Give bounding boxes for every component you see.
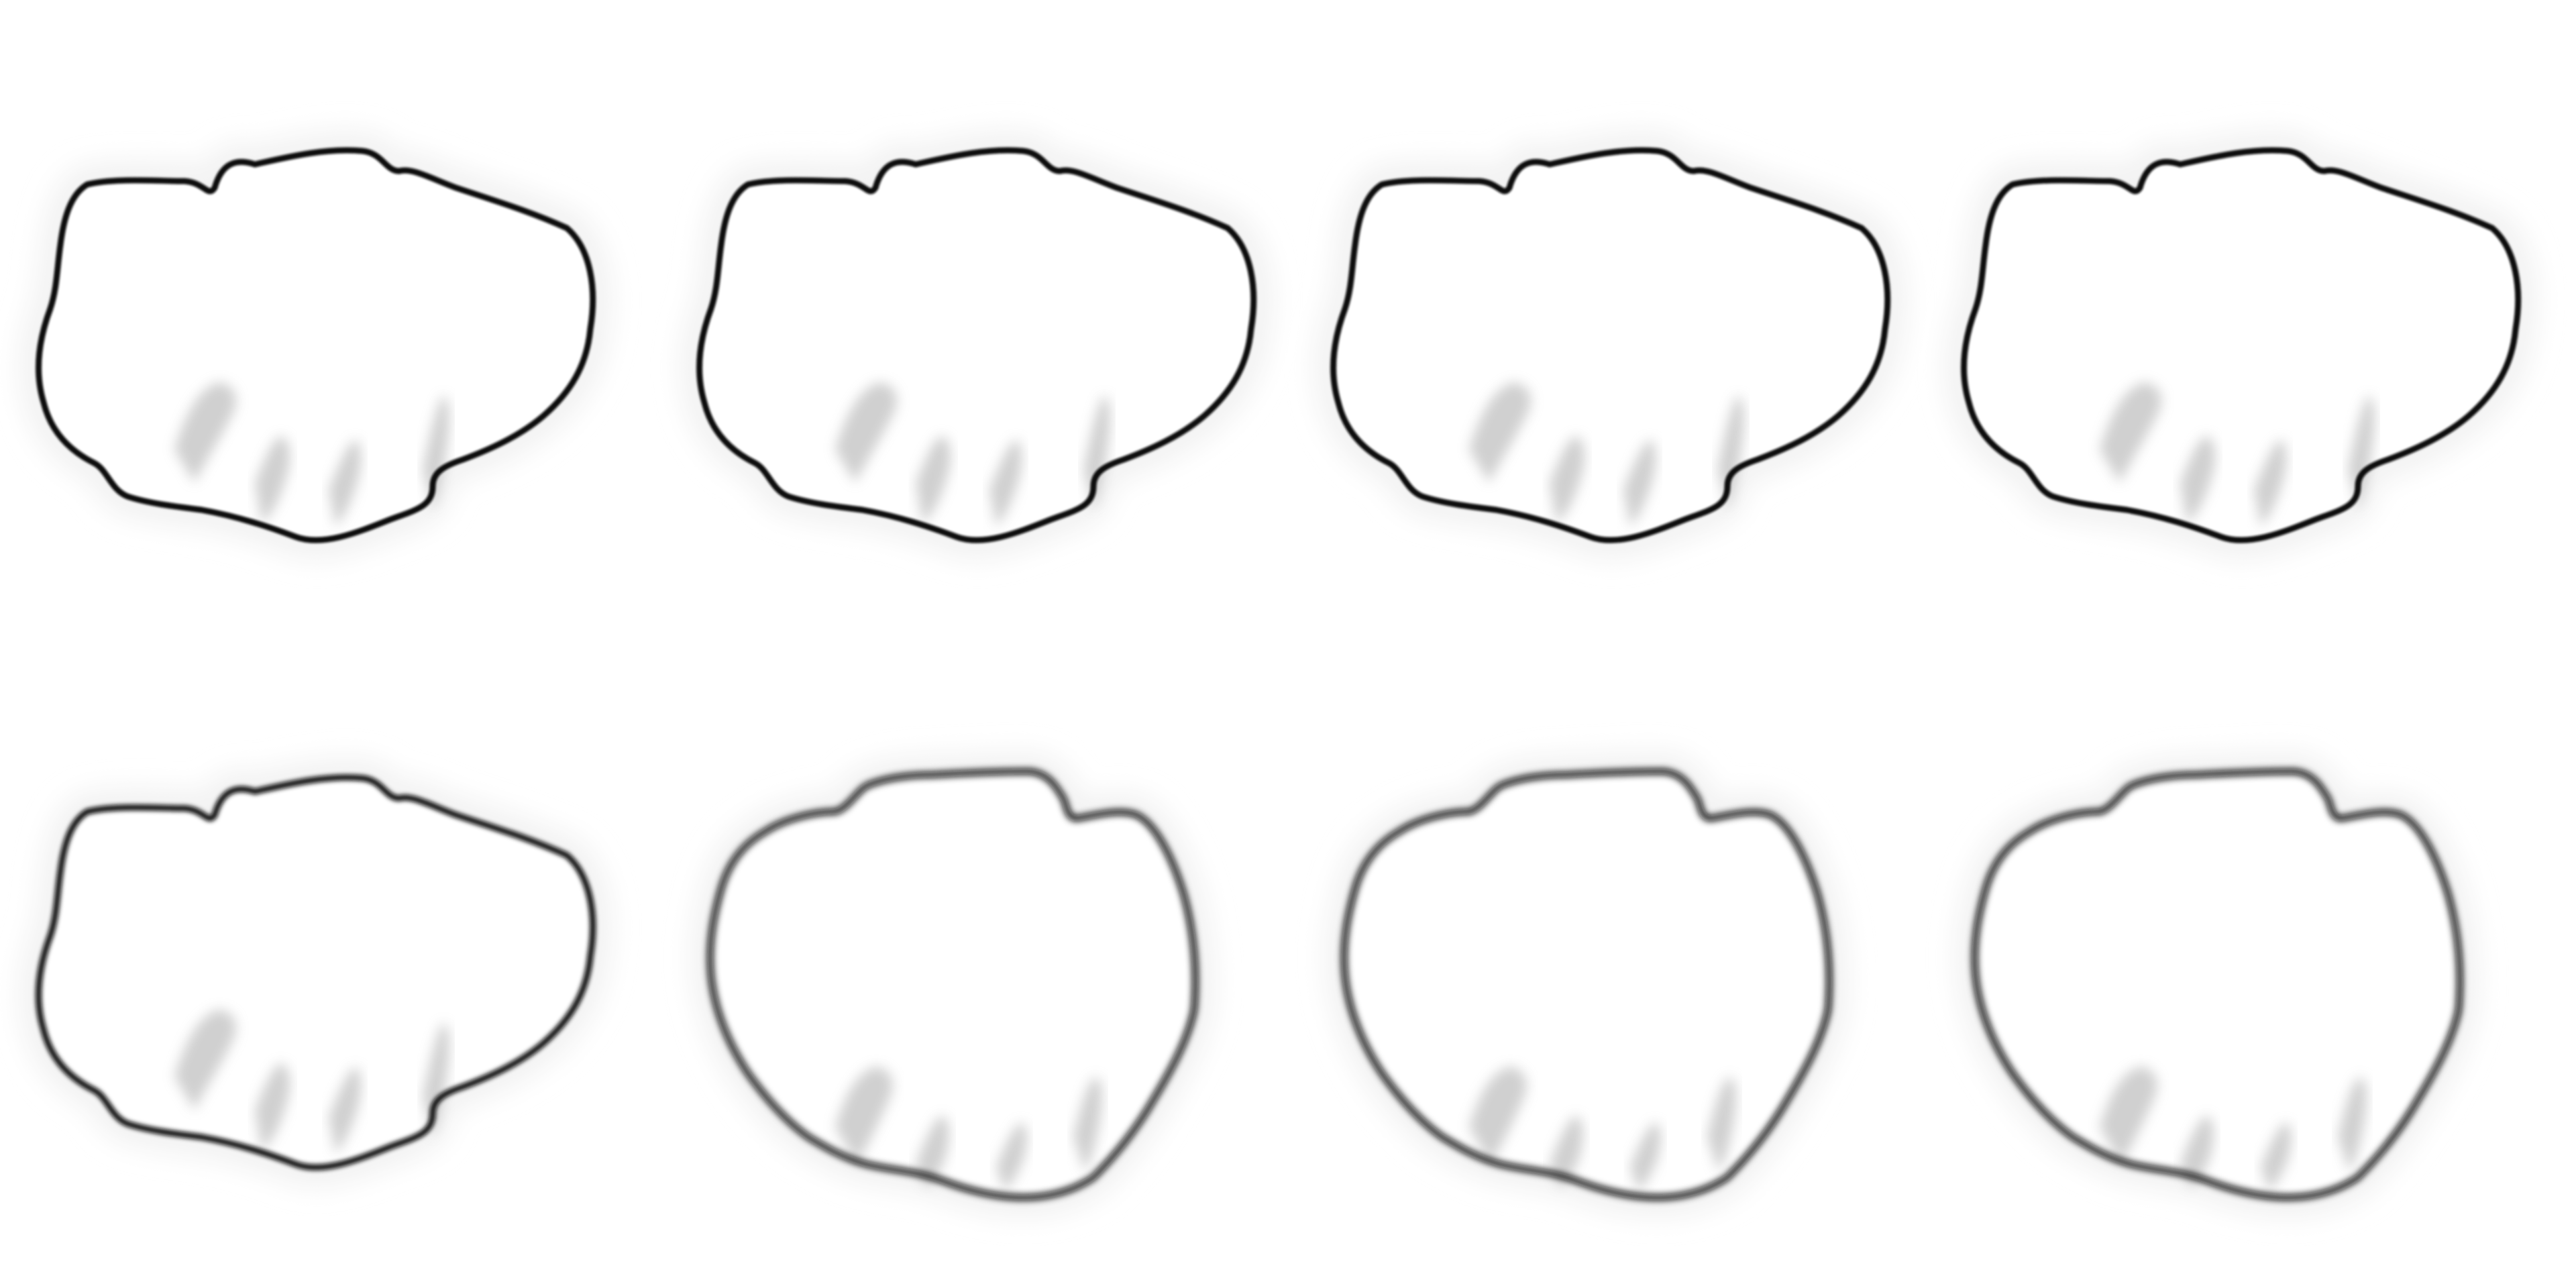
fold-shading-2 [1550, 436, 1585, 523]
fold-shading-2 [916, 1116, 949, 1187]
contour-outline [1330, 147, 1891, 543]
contour-panel-r2-c3 [1324, 751, 1849, 1218]
fold-shading-3 [989, 439, 1022, 527]
fold-shading-1 [174, 382, 237, 483]
fold-shading-2 [2180, 436, 2216, 523]
fold-shading-2 [2180, 1116, 2214, 1187]
fold-shading-1 [2100, 1067, 2157, 1164]
contour-outline [707, 768, 1199, 1201]
contour-panel-r1-c1 [18, 130, 613, 561]
contour-panel-r2-c2 [690, 751, 1216, 1218]
fold-shading-4 [423, 396, 449, 510]
fold-shading-1 [1469, 1067, 1527, 1164]
contour-panel-r1-c2 [679, 130, 1274, 561]
fold-shading-3 [996, 1122, 1027, 1191]
region-fill [1974, 771, 2460, 1197]
region-fill [710, 771, 1195, 1197]
contour-outline [36, 774, 596, 1171]
fold-shading-2 [255, 436, 290, 523]
fold-shading-1 [835, 1067, 893, 1164]
fold-shading-3 [1623, 439, 1656, 527]
fold-shading-3 [2261, 1122, 2292, 1191]
contour-panel-r2-c1 [18, 757, 613, 1188]
contour-outline [696, 147, 1257, 543]
fold-shading-1 [2100, 382, 2162, 483]
fold-shading-4 [2348, 396, 2375, 510]
contour-outline [1972, 768, 2463, 1201]
fold-shading-4 [1707, 1077, 1736, 1172]
fold-shading-4 [423, 1023, 449, 1137]
fold-shading-3 [329, 1067, 362, 1154]
fold-shading-4 [1083, 396, 1110, 510]
fold-shading-4 [1717, 396, 1744, 510]
fold-shading-2 [1550, 1116, 1583, 1187]
contour-outline [36, 147, 596, 543]
fold-shading-1 [1469, 382, 1532, 483]
region-fill [1344, 771, 1829, 1197]
fold-shading-3 [1630, 1122, 1661, 1191]
fold-shading-4 [2338, 1077, 2367, 1172]
contour-panel-r1-c3 [1313, 130, 1908, 561]
fold-shading-4 [1073, 1077, 1102, 1172]
fold-shading-1 [174, 1010, 237, 1110]
fold-shading-2 [255, 1063, 290, 1150]
contour-panel-r2-c4 [1954, 751, 2480, 1218]
fold-shading-3 [329, 439, 362, 527]
fold-shading-1 [835, 382, 898, 483]
contour-panel-r1-c4 [1943, 130, 2538, 561]
fold-shading-3 [2254, 439, 2287, 527]
contour-outline [1961, 147, 2522, 543]
fold-shading-2 [916, 436, 951, 523]
contour-outline [1341, 768, 1833, 1201]
